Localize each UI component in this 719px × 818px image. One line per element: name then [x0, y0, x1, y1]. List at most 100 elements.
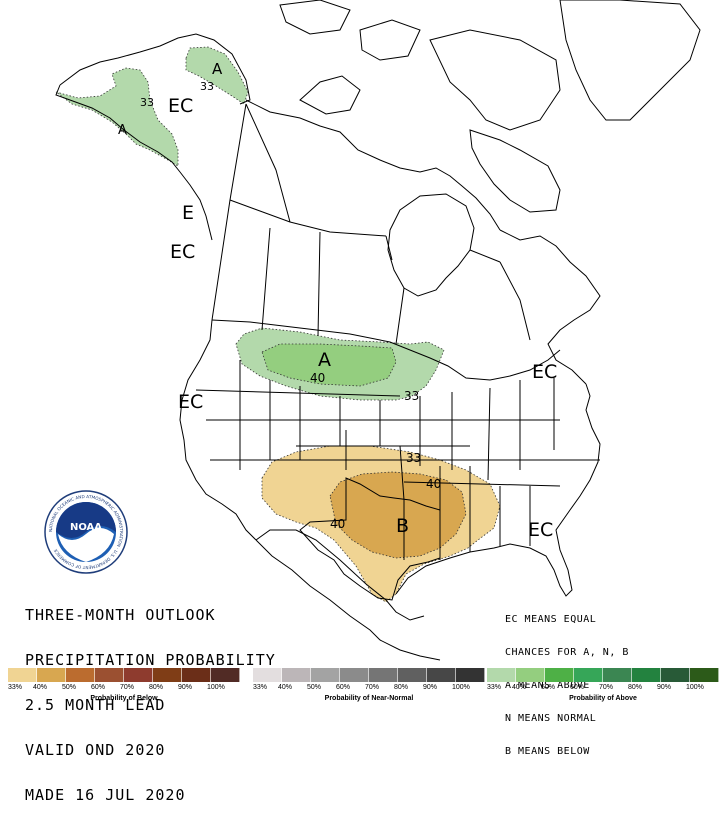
near-normal-scale-swatch: [311, 668, 340, 682]
above-scale-swatch: [516, 668, 545, 682]
legend-line-4: N MEANS NORMAL: [505, 713, 597, 724]
above-scale-tick: 60%: [570, 684, 585, 691]
below-scale-caption: Probability of Below: [90, 695, 158, 702]
ec-label-west-canada: EC: [170, 241, 195, 263]
below-scale-swatch: [37, 668, 66, 682]
map-labels: EC A 33 33 A E EC EC EC EC A 40 33 B 33 …: [118, 60, 557, 541]
below-scale-tick: 33%: [8, 684, 23, 691]
ec-label-nw-coast: E: [182, 202, 194, 224]
precipitation-outlook-map: EC A 33 33 A E EC EC EC EC A 40 33 B 33 …: [55, 0, 701, 661]
above-label-alaska-sw: A: [118, 123, 127, 138]
title-line-4: VALID OND 2020: [25, 741, 166, 759]
near-normal-scale-tick: 90%: [423, 684, 438, 691]
below-scale-swatch: [124, 668, 153, 682]
ec-label-southeast: EC: [528, 519, 553, 541]
near-normal-scale-tick: 33%: [253, 684, 268, 691]
near-normal-scale-swatch: [340, 668, 369, 682]
below-region-south-40: [330, 472, 466, 558]
below-scale-tick: 80%: [149, 684, 164, 691]
below-scale-tick: 60%: [91, 684, 106, 691]
legend-line-1: EC MEANS EQUAL: [505, 614, 597, 625]
near-normal-scale-swatch: [369, 668, 398, 682]
near-normal-scale-swatch: [427, 668, 456, 682]
near-normal-scale-swatch: [456, 668, 485, 682]
below-scale-swatch: [8, 668, 37, 682]
below-label-south: B: [396, 515, 409, 537]
ec-label-west-us: EC: [178, 391, 203, 413]
above-scale-swatch: [603, 668, 632, 682]
noaa-logo: NATIONAL OCEANIC AND ATMOSPHERIC ADMINIS…: [44, 490, 128, 574]
near-normal-scale-tick: 40%: [278, 684, 293, 691]
near-normal-scale-swatch: [282, 668, 311, 682]
mexico-outline: [255, 529, 441, 661]
us-canada-border: [211, 319, 561, 381]
us-west-coast: [179, 319, 257, 541]
arctic-islands-1: [299, 75, 361, 115]
near-normal-scale-tick: 100%: [452, 684, 470, 691]
near-normal-scale-tick: 50%: [307, 684, 322, 691]
above-label-alaska: A: [212, 60, 223, 78]
legend-line-3: A MEANS ABOVE: [505, 680, 590, 691]
near-normal-scale-swatch: [398, 668, 427, 682]
above-scale-swatch: [661, 668, 690, 682]
above-scale-tick: 90%: [657, 684, 672, 691]
above-label-north: A: [318, 349, 331, 371]
above-scale-ticks: 33% 40% 50% 60% 70% 80% 90% 100%: [487, 684, 719, 695]
contour-label-south-40a: 40: [426, 477, 441, 491]
contour-label-south-40b: 40: [330, 517, 345, 531]
arctic-islands-4: [279, 0, 351, 35]
contour-label-north-33: 33: [404, 389, 419, 403]
near-normal-scale-tick: 70%: [365, 684, 380, 691]
alaska-coast: [55, 33, 251, 241]
above-scale-swatch: [690, 668, 719, 682]
above-scale-caption: Probability of Above: [569, 695, 637, 702]
above-scale-swatch: [487, 668, 516, 682]
contour-label-alaska-33: 33: [200, 80, 214, 93]
title-line-5: MADE 16 JUL 2020: [25, 786, 186, 804]
above-scale-tick: 70%: [599, 684, 614, 691]
contour-lines: [55, 46, 501, 603]
above-scale-swatch: [632, 668, 661, 682]
near-normal-scale: 33% 40% 50% 60% 70% 80% 90% 100% Probability of…: [253, 668, 485, 706]
near-normal-scale-boxes: [253, 668, 485, 682]
ec-label-alaska: EC: [168, 95, 193, 117]
above-region-alaska: [186, 47, 248, 104]
below-scale-tick: 40%: [33, 684, 48, 691]
noaa-logo-text: NOAA: [70, 522, 102, 533]
us-state-lines: [195, 360, 600, 560]
ec-label-northeast: EC: [532, 361, 557, 383]
above-region-north-40: [262, 344, 396, 386]
above-scale-swatch: [574, 668, 603, 682]
above-scale-boxes: [487, 668, 719, 682]
arctic-islands-2: [359, 19, 421, 61]
texas-outline: [299, 477, 441, 601]
above-scale-tick: 100%: [686, 684, 704, 691]
baffin-island: [469, 129, 561, 213]
below-scale-swatch: [66, 668, 95, 682]
below-scale-swatch: [211, 668, 240, 682]
below-scale-swatch: [95, 668, 124, 682]
legend-line-2: CHANCES FOR A, N, B: [505, 647, 629, 658]
below-scale-tick: 50%: [62, 684, 77, 691]
labrador-coast: [499, 229, 601, 385]
title-line-1: THREE-MONTH OUTLOOK: [25, 606, 216, 624]
near-normal-scale-ticks: 33% 40% 50% 60% 70% 80% 90% 100%: [253, 684, 485, 695]
above-scale-tick: 33%: [487, 684, 502, 691]
above-scale-swatch: [545, 668, 574, 682]
below-scale-swatch: [182, 668, 211, 682]
above-scale: 33% 40% 50% 60% 70% 80% 90% 100% Probability of…: [487, 668, 719, 706]
arctic-coast: [245, 99, 501, 231]
hudson-bay: [387, 193, 475, 297]
below-scale-tick: 90%: [178, 684, 193, 691]
near-normal-scale-swatch: [253, 668, 282, 682]
boundaries: [55, 0, 701, 661]
contour-label-south-33: 33: [406, 451, 421, 465]
below-scale-swatch: [153, 668, 182, 682]
contour-label-alaska-33b: 33: [140, 96, 154, 109]
near-normal-scale-caption: Probability of Near-Normal: [324, 695, 414, 702]
above-scale-tick: 80%: [628, 684, 643, 691]
above-region-alaska-sw: [56, 68, 178, 166]
below-scale-tick: 100%: [207, 684, 225, 691]
above-scale-tick: 50%: [541, 684, 556, 691]
near-normal-scale-tick: 60%: [336, 684, 351, 691]
